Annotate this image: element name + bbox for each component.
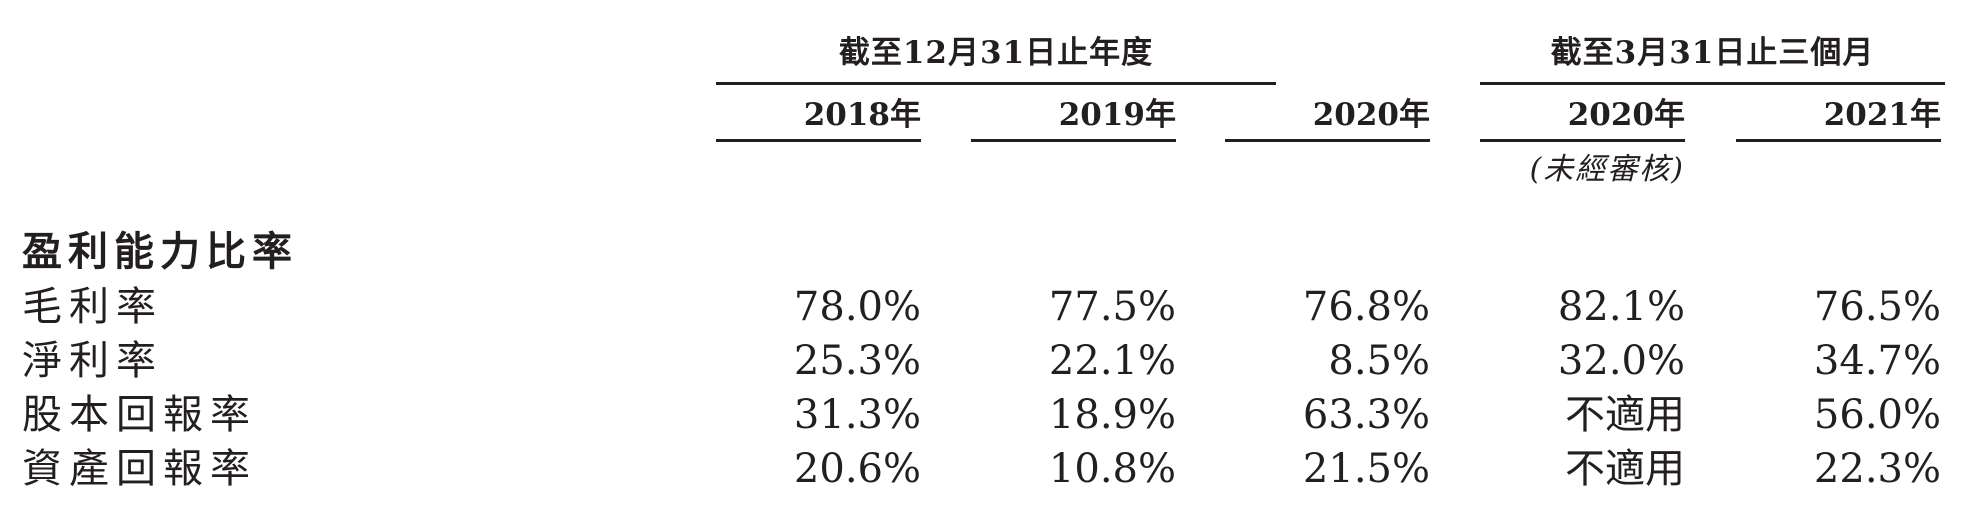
- cell-roa-2020-q: 不適用: [1565, 446, 1685, 492]
- cell-gross-margin-2019: 77.5%: [1048, 284, 1176, 330]
- cell-net-margin-2020: 8.5%: [1328, 338, 1430, 384]
- cell-net-margin-2021-q: 34.7%: [1813, 338, 1941, 384]
- cell-net-margin-2020-q: 32.0%: [1557, 338, 1685, 384]
- cell-gross-margin-2020-q: 82.1%: [1557, 284, 1685, 330]
- year-header-2020-q: 2020年: [1567, 97, 1685, 133]
- row-label-roa: 資產回報率: [22, 446, 257, 492]
- cell-net-margin-2019: 22.1%: [1048, 338, 1176, 384]
- group-header-quarter-rule: [1480, 82, 1945, 85]
- group-header-quarter: 截至3月31日止三個月: [1550, 35, 1875, 71]
- cell-roe-2018: 31.3%: [793, 392, 921, 438]
- cell-net-margin-2018: 25.3%: [793, 338, 921, 384]
- cell-gross-margin-2021-q: 76.5%: [1813, 284, 1941, 330]
- unaudited-note: (未經審核): [1529, 152, 1685, 187]
- cell-gross-margin-2020: 76.8%: [1302, 284, 1430, 330]
- group-header-annual: 截至12月31日止年度: [838, 35, 1154, 71]
- year-rule-2021-q: [1736, 139, 1941, 142]
- cell-roe-2021-q: 56.0%: [1813, 392, 1941, 438]
- year-header-2018: 2018年: [803, 97, 921, 133]
- year-header-2021-q: 2021年: [1823, 97, 1941, 133]
- cell-roe-2020-q: 不適用: [1565, 392, 1685, 438]
- row-label-gross-margin: 毛利率: [22, 284, 163, 330]
- group-header-annual-rule: [716, 82, 1276, 85]
- row-label-roe: 股本回報率: [22, 392, 257, 438]
- year-header-2020: 2020年: [1312, 97, 1430, 133]
- year-rule-2020: [1225, 139, 1430, 142]
- row-label-net-margin: 淨利率: [22, 338, 163, 384]
- cell-gross-margin-2018: 78.0%: [793, 284, 921, 330]
- cell-roa-2019: 10.8%: [1048, 446, 1176, 492]
- cell-roa-2021-q: 22.3%: [1813, 446, 1941, 492]
- cell-roa-2018: 20.6%: [793, 446, 921, 492]
- year-rule-2018: [716, 139, 921, 142]
- cell-roa-2020: 21.5%: [1302, 446, 1430, 492]
- year-rule-2019: [971, 139, 1176, 142]
- cell-roe-2020: 63.3%: [1302, 392, 1430, 438]
- cell-roe-2019: 18.9%: [1048, 392, 1176, 438]
- year-rule-2020-q: [1480, 139, 1685, 142]
- section-title: 盈利能力比率: [22, 228, 298, 275]
- year-header-2019: 2019年: [1058, 97, 1176, 133]
